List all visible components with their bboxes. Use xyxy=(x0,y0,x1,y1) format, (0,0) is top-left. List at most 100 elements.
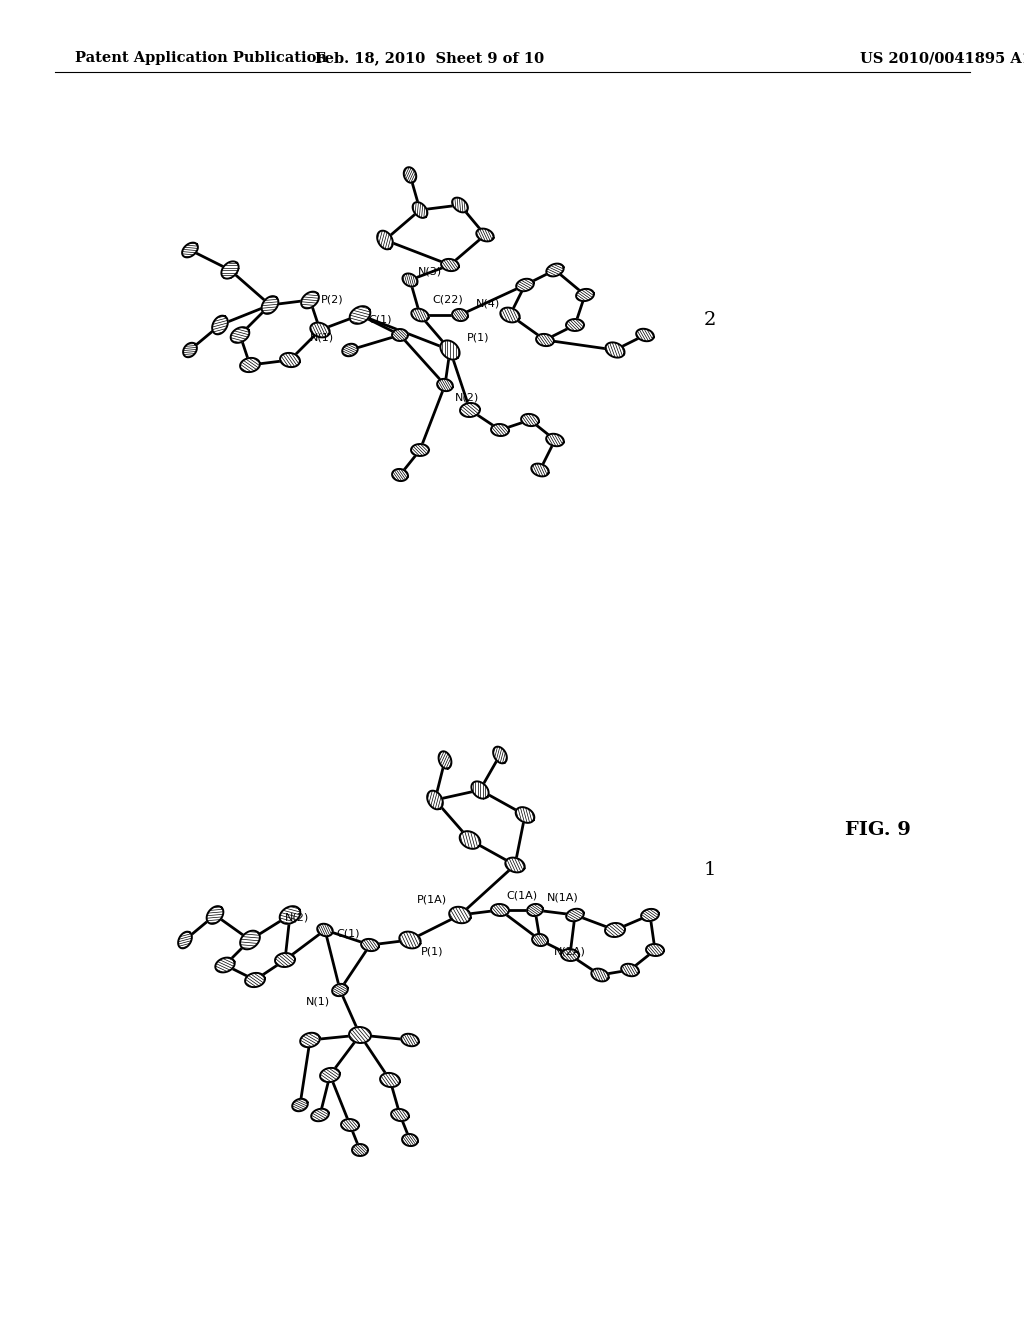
Polygon shape xyxy=(332,983,348,997)
Polygon shape xyxy=(399,932,421,948)
Text: Feb. 18, 2010  Sheet 9 of 10: Feb. 18, 2010 Sheet 9 of 10 xyxy=(315,51,545,65)
Polygon shape xyxy=(401,1034,419,1047)
Polygon shape xyxy=(516,807,535,822)
Polygon shape xyxy=(221,261,239,279)
Polygon shape xyxy=(492,424,509,436)
Polygon shape xyxy=(182,243,198,257)
Text: P(1): P(1) xyxy=(421,946,443,957)
Polygon shape xyxy=(527,904,543,916)
Polygon shape xyxy=(516,279,534,292)
Polygon shape xyxy=(361,939,379,952)
Polygon shape xyxy=(531,463,549,477)
Polygon shape xyxy=(301,292,318,309)
Polygon shape xyxy=(392,469,408,480)
Text: C(1): C(1) xyxy=(336,928,359,939)
Polygon shape xyxy=(646,944,664,956)
Text: FIG. 9: FIG. 9 xyxy=(845,821,911,840)
Polygon shape xyxy=(377,231,393,249)
Polygon shape xyxy=(566,319,584,331)
Polygon shape xyxy=(215,957,234,973)
Polygon shape xyxy=(494,747,507,763)
Polygon shape xyxy=(411,444,429,455)
Polygon shape xyxy=(427,791,442,809)
Polygon shape xyxy=(450,907,471,923)
Polygon shape xyxy=(622,964,639,977)
Text: P(1): P(1) xyxy=(467,333,489,343)
Text: Patent Application Publication: Patent Application Publication xyxy=(75,51,327,65)
Polygon shape xyxy=(591,969,608,982)
Text: N(4): N(4) xyxy=(476,298,500,308)
Text: N(2A): N(2A) xyxy=(554,946,586,957)
Polygon shape xyxy=(311,1109,329,1121)
Polygon shape xyxy=(641,909,658,921)
Polygon shape xyxy=(605,923,625,937)
Polygon shape xyxy=(321,1068,340,1082)
Polygon shape xyxy=(460,403,480,417)
Text: N(1): N(1) xyxy=(310,333,334,343)
Polygon shape xyxy=(453,198,468,213)
Polygon shape xyxy=(292,1098,308,1111)
Polygon shape xyxy=(183,343,197,358)
Polygon shape xyxy=(441,259,459,271)
Polygon shape xyxy=(349,1027,371,1043)
Polygon shape xyxy=(230,327,249,343)
Polygon shape xyxy=(392,329,408,341)
Polygon shape xyxy=(352,1144,368,1156)
Polygon shape xyxy=(440,341,460,359)
Polygon shape xyxy=(178,932,191,948)
Text: N(3): N(3) xyxy=(418,267,442,277)
Polygon shape xyxy=(460,832,480,849)
Text: N(2): N(2) xyxy=(455,392,479,403)
Text: C(1A): C(1A) xyxy=(507,890,538,900)
Polygon shape xyxy=(281,352,300,367)
Polygon shape xyxy=(342,343,357,356)
Polygon shape xyxy=(537,334,554,346)
Text: N(2): N(2) xyxy=(285,913,309,923)
Polygon shape xyxy=(341,1119,359,1131)
Polygon shape xyxy=(636,329,654,342)
Polygon shape xyxy=(240,358,260,372)
Text: 1: 1 xyxy=(703,861,716,879)
Text: 2: 2 xyxy=(703,312,716,329)
Polygon shape xyxy=(207,906,223,924)
Polygon shape xyxy=(492,904,509,916)
Polygon shape xyxy=(391,1109,409,1121)
Polygon shape xyxy=(452,309,468,321)
Text: P(2): P(2) xyxy=(321,294,343,305)
Polygon shape xyxy=(212,315,228,334)
Polygon shape xyxy=(546,264,563,276)
Polygon shape xyxy=(471,781,488,799)
Text: P(1A): P(1A) xyxy=(417,895,447,906)
Polygon shape xyxy=(245,973,265,987)
Polygon shape xyxy=(546,434,564,446)
Polygon shape xyxy=(300,1032,319,1047)
Polygon shape xyxy=(437,379,453,391)
Polygon shape xyxy=(438,751,452,768)
Polygon shape xyxy=(566,908,584,921)
Text: C(22): C(22) xyxy=(432,294,464,305)
Polygon shape xyxy=(476,228,494,242)
Polygon shape xyxy=(380,1073,400,1088)
Polygon shape xyxy=(317,924,333,936)
Text: N(1): N(1) xyxy=(306,997,330,1007)
Polygon shape xyxy=(402,273,418,286)
Polygon shape xyxy=(241,931,260,949)
Polygon shape xyxy=(403,168,417,182)
Polygon shape xyxy=(349,306,371,323)
Text: N(1A): N(1A) xyxy=(547,894,579,903)
Polygon shape xyxy=(605,342,625,358)
Polygon shape xyxy=(261,296,279,314)
Polygon shape xyxy=(577,289,594,301)
Polygon shape xyxy=(280,906,300,924)
Text: C(1): C(1) xyxy=(369,315,392,325)
Polygon shape xyxy=(413,202,427,218)
Polygon shape xyxy=(501,308,520,322)
Polygon shape xyxy=(505,858,524,873)
Polygon shape xyxy=(532,935,548,946)
Polygon shape xyxy=(275,953,295,968)
Polygon shape xyxy=(310,322,330,338)
Text: US 2010/0041895 A1: US 2010/0041895 A1 xyxy=(860,51,1024,65)
Polygon shape xyxy=(561,949,579,961)
Polygon shape xyxy=(402,1134,418,1146)
Polygon shape xyxy=(412,309,429,322)
